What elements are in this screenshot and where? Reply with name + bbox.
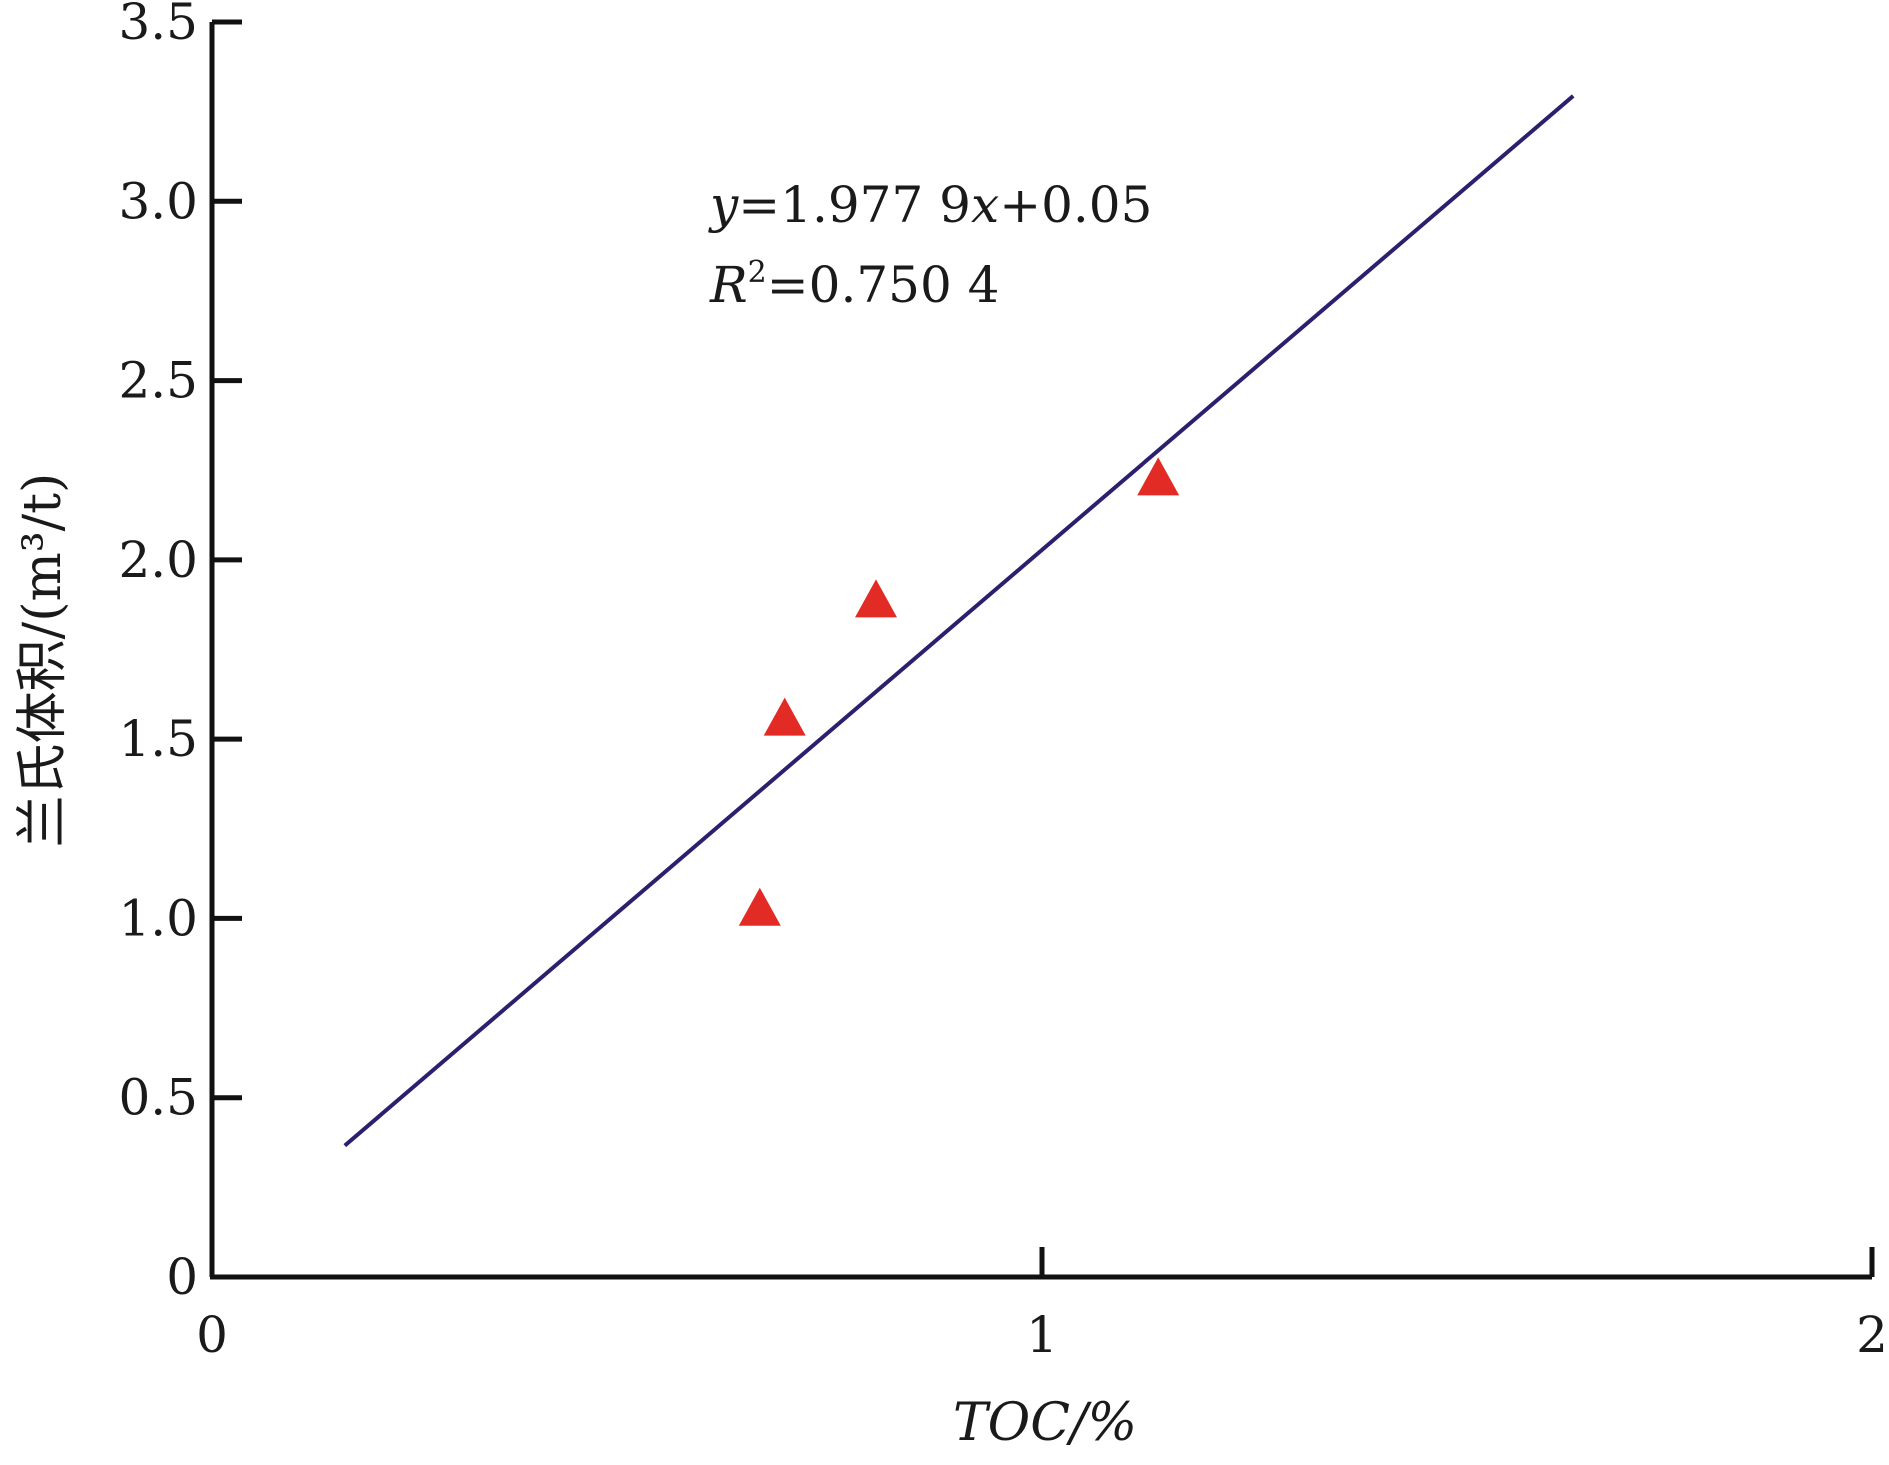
y-tick-label: 0.5 bbox=[118, 1069, 198, 1127]
y-tick-label: 1.5 bbox=[118, 710, 198, 768]
trendline bbox=[343, 94, 1575, 1148]
equation-y-var: y bbox=[708, 176, 739, 234]
trendline-group bbox=[343, 94, 1575, 1148]
r2-annotation: R2=0.750 4 bbox=[709, 255, 1000, 314]
data-point-triangle bbox=[855, 579, 897, 618]
data-points bbox=[738, 457, 1180, 926]
r2-value: =0.750 4 bbox=[767, 256, 1000, 314]
r2-superscript: 2 bbox=[748, 255, 767, 290]
y-tick-label: 3.0 bbox=[118, 172, 198, 230]
y-tick-label: 1.0 bbox=[118, 889, 198, 947]
axes: 0 0.5 1.0 1.5 2.0 2.5 3.0 3.5 0 1 2 bbox=[118, 0, 1887, 1364]
x-axis-title: TOC/% bbox=[953, 1393, 1137, 1453]
y-tick-label: 3.5 bbox=[118, 0, 198, 51]
equation-coefficient: =1.977 9 bbox=[738, 176, 971, 234]
x-tick-label: 1 bbox=[1026, 1306, 1058, 1364]
equation-x-var: x bbox=[971, 176, 999, 234]
data-point-triangle bbox=[763, 697, 806, 736]
y-axis-title: 兰氏体积/(m³/t) bbox=[13, 473, 73, 848]
r2-var: R bbox=[709, 256, 748, 314]
y-tick-label: 0 bbox=[166, 1248, 198, 1306]
data-point-triangle bbox=[1137, 457, 1180, 496]
y-tick-label: 2.5 bbox=[118, 352, 198, 410]
equation-annotation: y=1.977 9x+0.05 bbox=[708, 176, 1152, 234]
equation-intercept: +0.05 bbox=[999, 176, 1152, 234]
y-tick-label: 2.0 bbox=[118, 531, 198, 589]
x-tick-label: 2 bbox=[1856, 1306, 1888, 1364]
x-tick-label: 0 bbox=[196, 1306, 228, 1364]
data-point-triangle bbox=[738, 887, 781, 926]
